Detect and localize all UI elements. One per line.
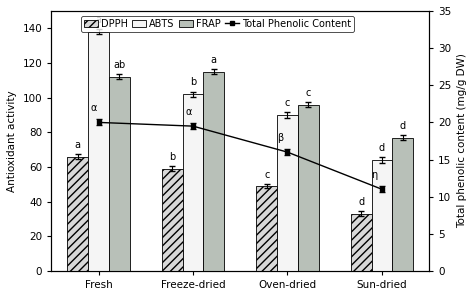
Text: ab: ab — [113, 60, 126, 70]
Bar — [256, 186, 277, 271]
Text: η: η — [371, 170, 378, 180]
Text: b: b — [169, 152, 175, 162]
Text: a: a — [211, 55, 217, 65]
Text: α: α — [185, 107, 191, 117]
Text: c: c — [264, 170, 269, 180]
Text: d: d — [358, 197, 364, 207]
Bar — [109, 77, 130, 271]
Text: d: d — [400, 121, 406, 131]
Text: a: a — [75, 140, 81, 150]
Bar — [162, 169, 182, 271]
Bar — [277, 115, 298, 271]
Bar — [88, 32, 109, 271]
Bar — [392, 138, 413, 271]
Y-axis label: Antioxidant activity: Antioxidant activity — [7, 90, 17, 192]
Text: α: α — [91, 103, 97, 113]
Bar — [298, 105, 319, 271]
Bar — [372, 160, 392, 271]
Text: a: a — [96, 15, 101, 25]
Text: c: c — [285, 98, 290, 108]
Bar — [351, 214, 372, 271]
Text: β: β — [277, 133, 283, 143]
Legend: DPPH, ABTS, FRAP, Total Phenolic Content: DPPH, ABTS, FRAP, Total Phenolic Content — [81, 16, 354, 32]
Text: b: b — [190, 77, 196, 87]
Y-axis label: Total phenolic content (mg/g DW): Total phenolic content (mg/g DW) — [457, 53, 467, 228]
Bar — [182, 94, 203, 271]
Bar — [67, 157, 88, 271]
Bar — [203, 72, 224, 271]
Text: c: c — [306, 88, 311, 98]
Text: d: d — [379, 143, 385, 153]
